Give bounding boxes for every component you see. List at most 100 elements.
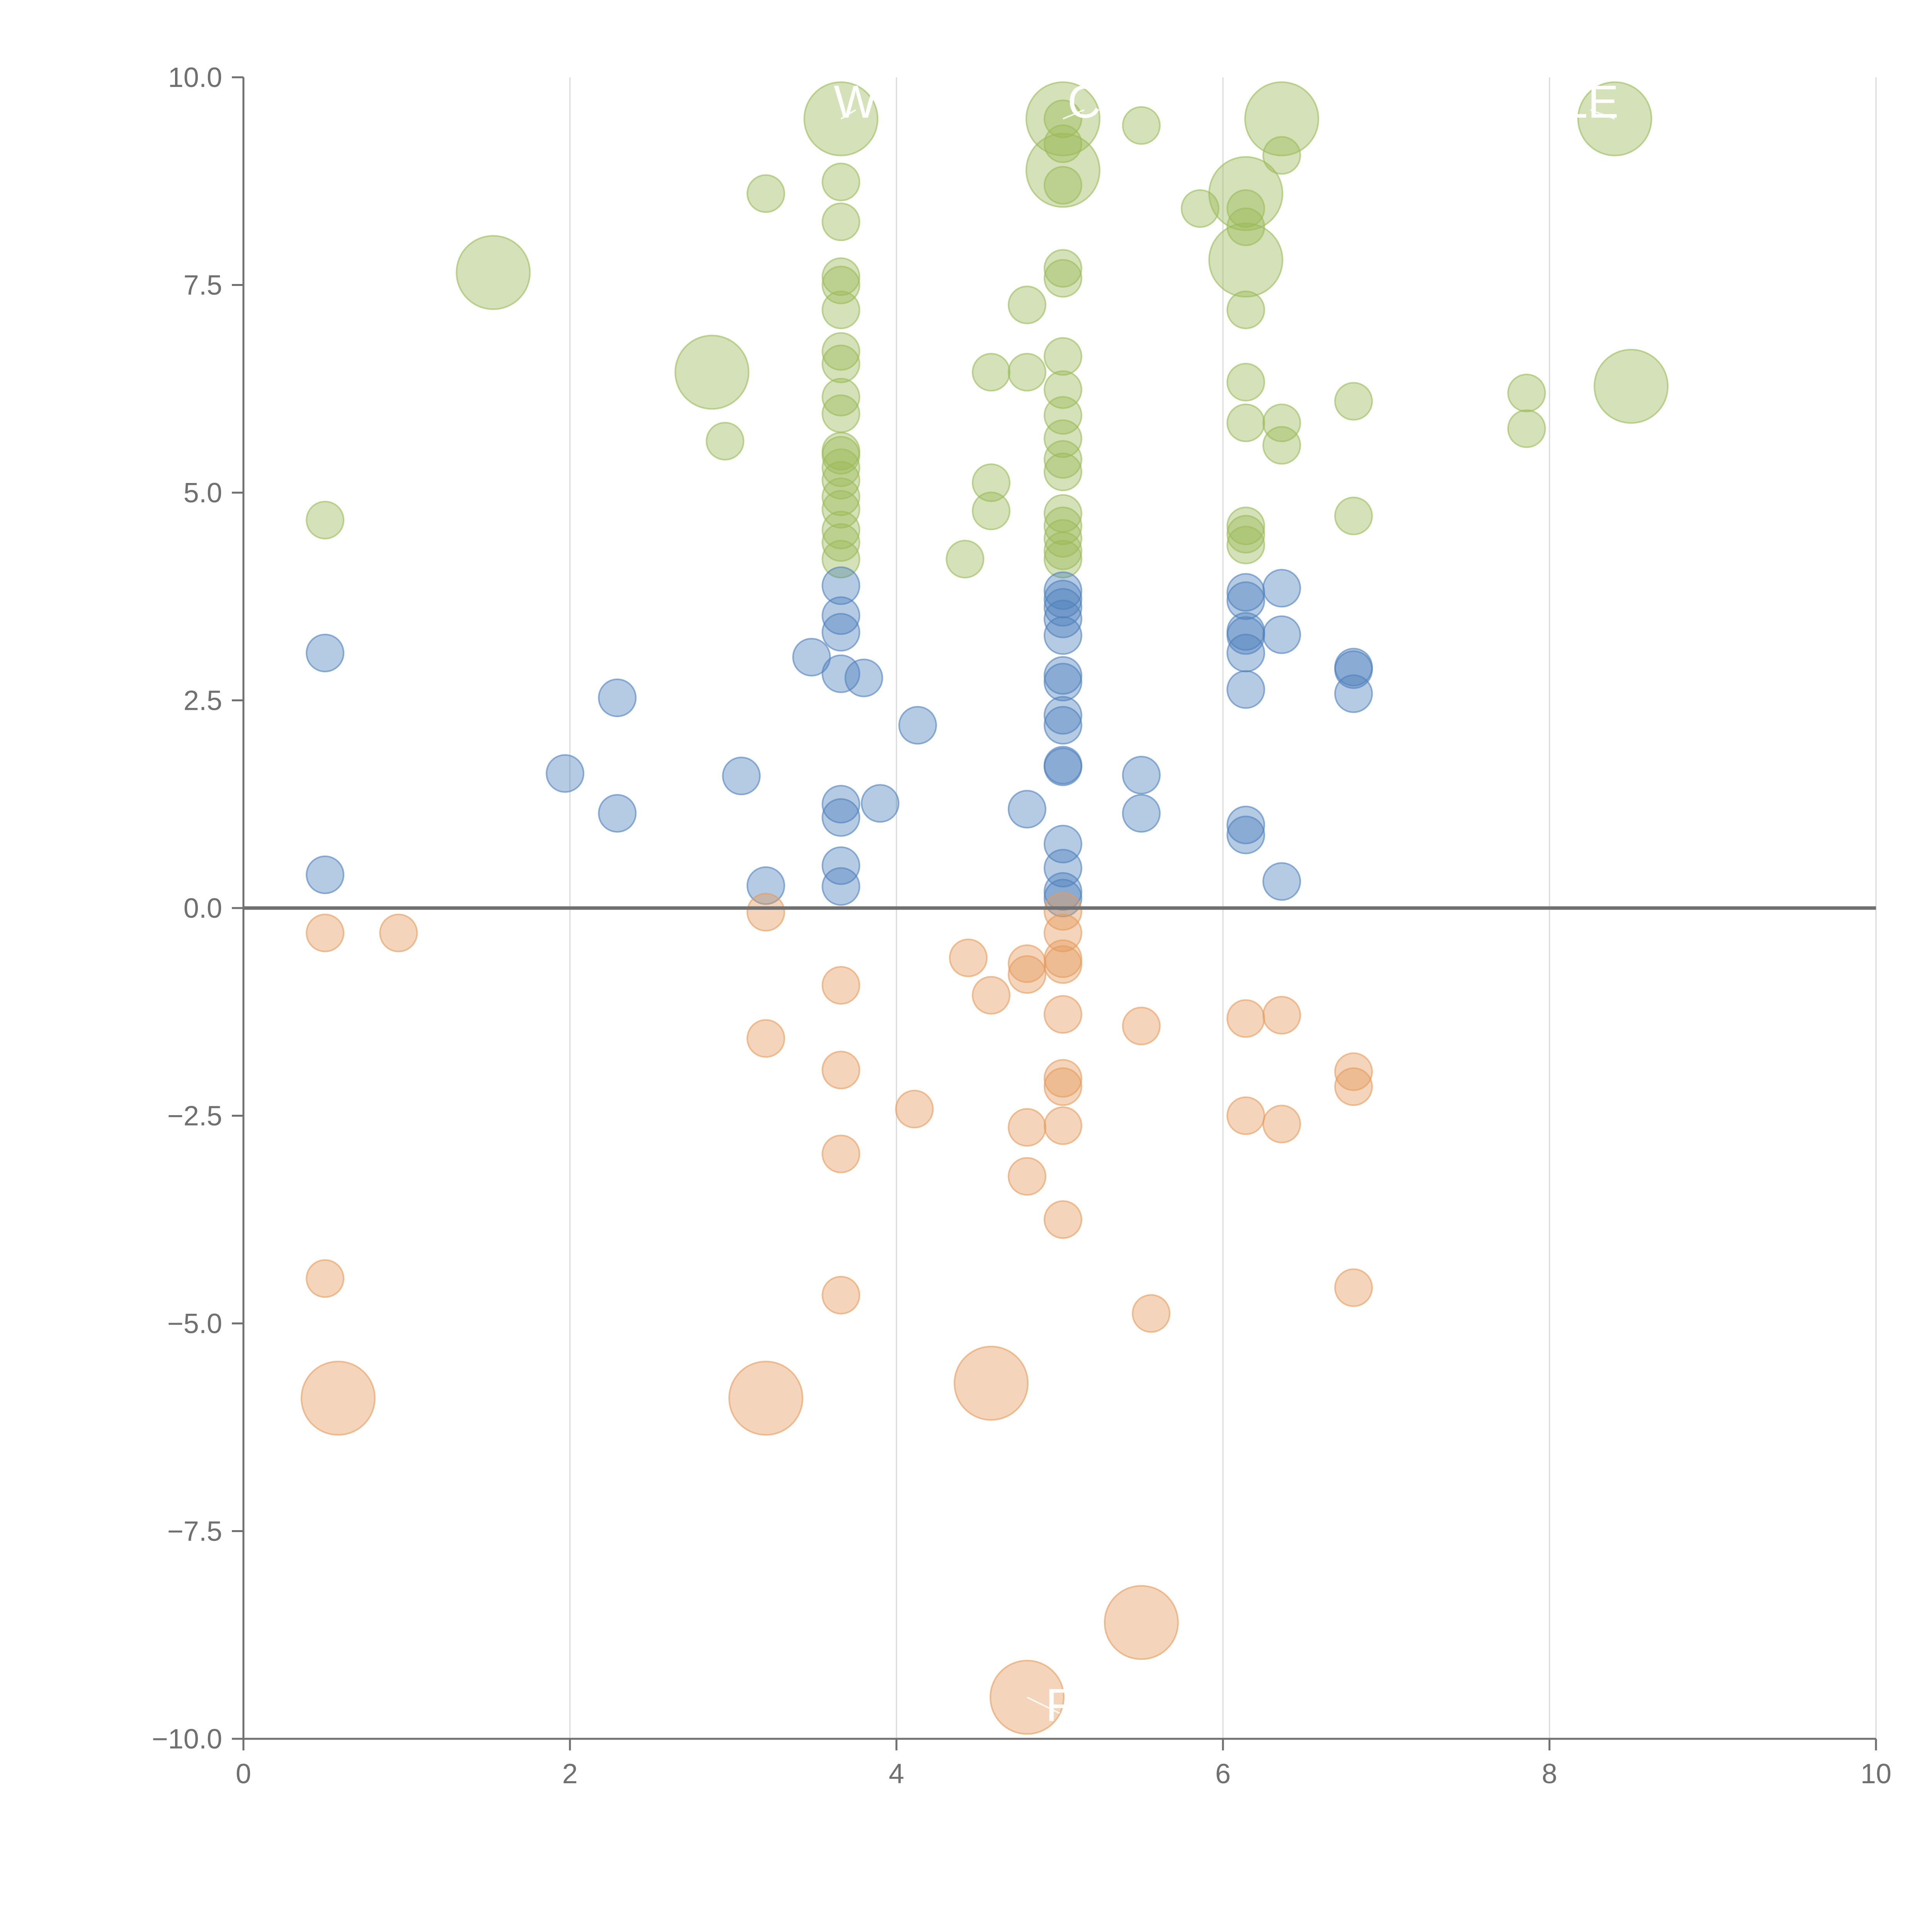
green-point xyxy=(1043,337,1082,376)
green-large-point xyxy=(1594,349,1669,424)
point-labels: W C LE F xyxy=(834,76,1619,1731)
blue-point xyxy=(821,798,861,837)
green-point xyxy=(1262,403,1301,442)
blue-point xyxy=(1043,849,1082,888)
green-large-point xyxy=(674,335,750,410)
blue-point xyxy=(1122,794,1161,833)
green-point xyxy=(821,477,861,516)
y-tick-label: −5.0 xyxy=(167,1308,222,1339)
blue-point xyxy=(1262,615,1301,654)
x-tick-label: 10 xyxy=(1861,1759,1891,1789)
green-point xyxy=(821,490,861,529)
y-tick-label: −2.5 xyxy=(167,1101,222,1132)
orange-point xyxy=(747,893,785,932)
green-point xyxy=(1043,396,1082,435)
blue-point xyxy=(821,613,861,652)
green-point xyxy=(821,448,861,487)
green-point xyxy=(1043,519,1082,558)
blue-point xyxy=(1043,747,1082,786)
blue-point xyxy=(1008,790,1046,829)
orange-point xyxy=(1043,939,1082,978)
green-point xyxy=(1334,382,1373,421)
orange-large-point xyxy=(301,1361,376,1436)
blue-point xyxy=(1043,663,1082,702)
y-tick-label: −7.5 xyxy=(167,1516,222,1547)
point-label: C xyxy=(1068,76,1101,128)
green-point xyxy=(1226,515,1265,554)
orange-point xyxy=(1226,1096,1265,1135)
blue-point xyxy=(821,785,861,824)
blue-point xyxy=(821,566,861,605)
green-large-point xyxy=(456,235,531,310)
blue-point xyxy=(861,784,900,823)
orange-point xyxy=(1334,1052,1373,1091)
orange-point xyxy=(1043,1106,1082,1145)
blue-point xyxy=(821,596,861,635)
orange-point xyxy=(306,913,345,952)
blue-point xyxy=(1043,588,1082,627)
green-point xyxy=(1226,363,1265,402)
blue-point xyxy=(598,679,637,718)
orange-point xyxy=(949,939,988,977)
point-label: LE xyxy=(1562,76,1619,128)
green-point xyxy=(306,500,345,539)
axis-ticks: 0 2 4 6 8 10 −10.0 −7.5 −5.0 −2.5 0.0 2.5 5.0 7.5 10.0 xyxy=(152,62,1891,1789)
green-point xyxy=(821,344,861,383)
green-point xyxy=(1043,419,1082,458)
green-point xyxy=(1507,374,1546,412)
orange-point xyxy=(747,1019,785,1058)
green-point xyxy=(747,174,785,213)
green-point xyxy=(821,540,861,578)
blue-point xyxy=(546,754,585,793)
green-point xyxy=(1008,353,1046,392)
green-point xyxy=(821,523,861,562)
orange-point xyxy=(1043,1067,1082,1106)
green-point xyxy=(706,422,745,461)
orange-point xyxy=(1262,996,1301,1035)
blue-point xyxy=(306,855,345,894)
orange-point xyxy=(1262,1105,1301,1143)
green-point xyxy=(1043,452,1082,492)
blue-point xyxy=(598,794,637,833)
orange-point xyxy=(1043,995,1082,1034)
label-leader-line xyxy=(840,109,856,120)
blue-point xyxy=(1262,569,1301,608)
green-point xyxy=(1043,531,1082,570)
blue-point xyxy=(306,633,345,672)
green-point xyxy=(821,378,861,417)
green-point xyxy=(1507,409,1546,448)
blue-point xyxy=(792,638,831,677)
green-point xyxy=(972,463,1011,502)
green-point xyxy=(1043,440,1082,479)
blue-point xyxy=(1262,862,1301,901)
blue-point xyxy=(722,757,761,796)
green-point xyxy=(972,353,1011,392)
orange-point xyxy=(821,1276,861,1315)
orange-point xyxy=(1043,945,1082,984)
green-point xyxy=(821,510,861,549)
green-large-point xyxy=(1244,81,1320,156)
y-tick-label: 2.5 xyxy=(184,685,222,716)
x-tick-label: 4 xyxy=(889,1759,904,1789)
blue-point xyxy=(1043,706,1082,745)
orange-point xyxy=(1008,1157,1046,1196)
point-label: F xyxy=(1046,1679,1074,1731)
orange-point xyxy=(1043,1200,1082,1239)
y-tick-label: 10.0 xyxy=(168,62,222,93)
y-tick-label: 0.0 xyxy=(184,893,222,924)
orange-point xyxy=(306,1259,345,1298)
green-large-point xyxy=(1208,156,1284,231)
label-leader-line xyxy=(1590,109,1615,120)
green-point xyxy=(1226,526,1265,565)
green-point xyxy=(821,291,861,329)
green-large-point xyxy=(1208,223,1284,298)
green-point xyxy=(1262,426,1301,465)
orange-point xyxy=(1132,1294,1171,1333)
blue-point xyxy=(1043,571,1082,610)
blue-point xyxy=(1226,581,1265,620)
orange-point xyxy=(821,966,861,1005)
blue-point xyxy=(1043,599,1082,638)
blue-point xyxy=(747,866,785,905)
green-point xyxy=(1043,540,1082,578)
